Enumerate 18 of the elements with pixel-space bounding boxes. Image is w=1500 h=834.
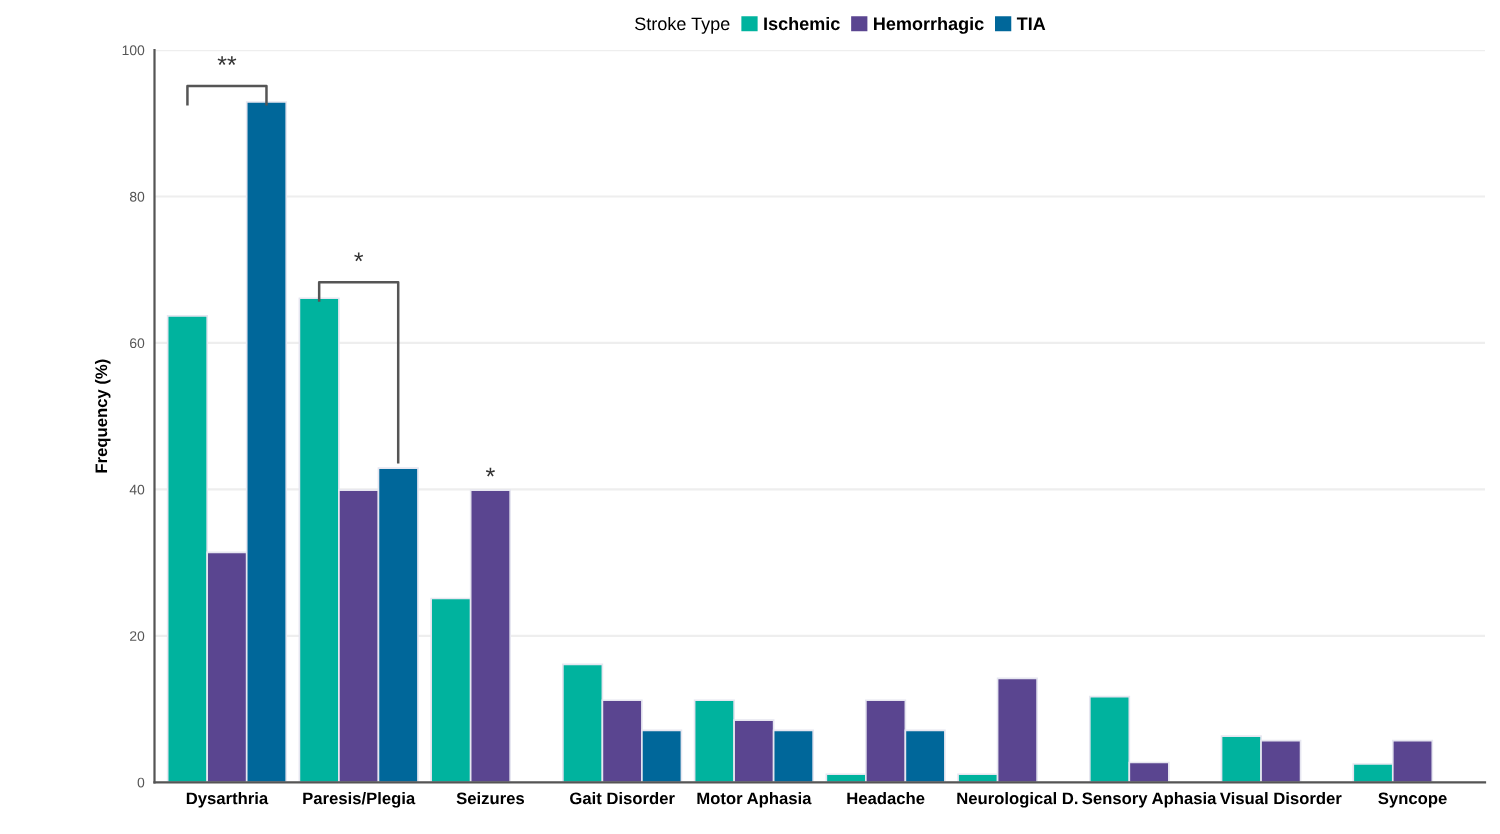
x-tick-label: Paresis/Plegia bbox=[303, 792, 416, 808]
x-tick-label: Gait Disorder bbox=[570, 792, 675, 805]
y-axis-title: Frequency (%) bbox=[94, 359, 111, 473]
legend-label: Ischemic bbox=[764, 16, 840, 31]
x-tick-label: Syncope bbox=[1378, 792, 1447, 808]
annotation: * bbox=[354, 252, 364, 262]
x-tick-label: Motor Aphasia bbox=[697, 792, 812, 808]
x-tick-label: Visual Disorder bbox=[1219, 792, 1342, 805]
annotation: * bbox=[485, 467, 495, 477]
annotation: ** bbox=[217, 56, 237, 65]
legend-title: Stroke Type bbox=[635, 16, 730, 34]
x-tick-label: Seizures bbox=[456, 792, 525, 805]
legend-label: Hemorrhagic bbox=[874, 16, 984, 34]
x-tick-label: Dysarthria bbox=[186, 792, 269, 808]
legend-label: TIA bbox=[1016, 17, 1046, 30]
x-tick-label: Neurological D. bbox=[957, 792, 1078, 808]
x-tick-label: Headache bbox=[847, 792, 925, 805]
x-tick-label: Sensory Aphasia bbox=[1082, 792, 1217, 808]
